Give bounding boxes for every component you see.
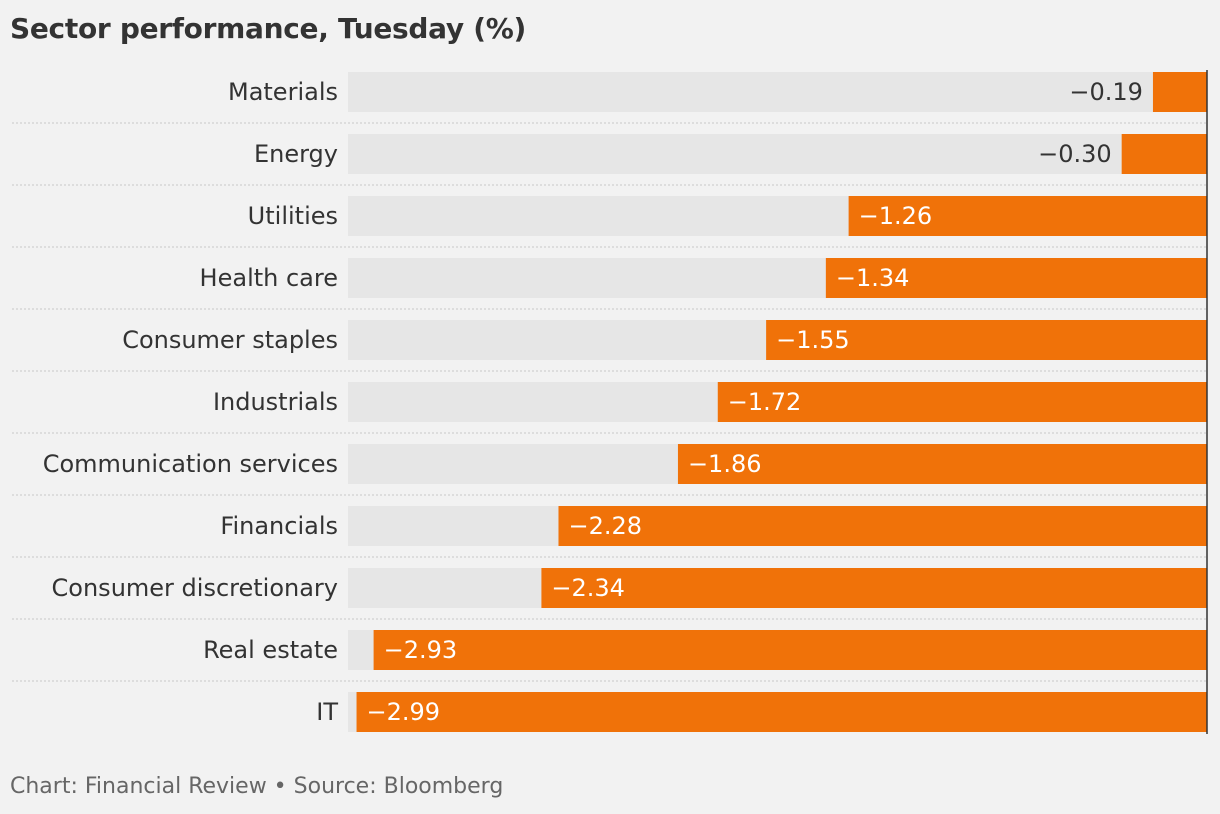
value-label: −1.26 — [859, 202, 933, 230]
bar-track — [348, 72, 1207, 112]
bar — [717, 382, 1207, 422]
category-label: Utilities — [248, 202, 338, 230]
value-label: −1.55 — [776, 326, 850, 354]
category-label: IT — [316, 698, 338, 726]
category-label: Materials — [228, 78, 338, 106]
category-label: Energy — [254, 140, 338, 168]
bar — [373, 630, 1207, 670]
value-label: −2.99 — [367, 698, 441, 726]
value-label: −1.86 — [688, 450, 762, 478]
bar-track — [348, 134, 1207, 174]
bar — [1152, 72, 1207, 112]
bar — [1121, 134, 1207, 174]
bar — [541, 568, 1207, 608]
category-label: Communication services — [43, 450, 338, 478]
value-label: −2.93 — [384, 636, 458, 664]
category-label: Health care — [200, 264, 338, 292]
value-label: −2.34 — [551, 574, 625, 602]
category-label: Real estate — [203, 636, 338, 664]
bar — [766, 320, 1207, 360]
value-label: −1.72 — [728, 388, 802, 416]
bar — [677, 444, 1207, 484]
value-label: −0.19 — [1069, 78, 1143, 106]
bar — [825, 258, 1207, 298]
bar — [356, 692, 1208, 732]
value-label: −2.28 — [568, 512, 642, 540]
category-label: Financials — [220, 512, 338, 540]
chart-source: Chart: Financial Review • Source: Bloomb… — [10, 774, 504, 799]
category-label: Consumer discretionary — [52, 574, 338, 602]
bar — [848, 196, 1207, 236]
value-label: −0.30 — [1038, 140, 1112, 168]
chart-title: Sector performance, Tuesday (%) — [10, 12, 527, 45]
value-label: −1.34 — [836, 264, 910, 292]
bar — [558, 506, 1207, 546]
category-label: Consumer staples — [122, 326, 338, 354]
category-label: Industrials — [213, 388, 338, 416]
